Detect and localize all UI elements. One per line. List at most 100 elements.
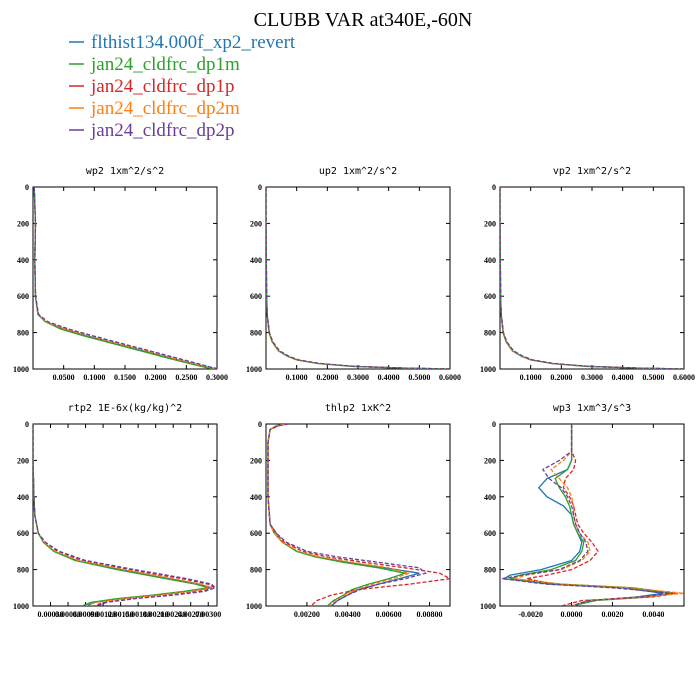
x-tick-label: 0.00090: [73, 610, 99, 619]
plot-frame: [499, 186, 685, 370]
series-line-2: [33, 187, 215, 369]
series-line-2: [33, 424, 209, 606]
y-tick-label: 1000: [246, 602, 262, 611]
panel-title: up2 1xm^2/s^2: [319, 166, 397, 177]
x-tick-label: 0.00150: [108, 610, 134, 619]
y-tick-label: 0: [492, 420, 496, 429]
x-tick-label: 0.0500: [53, 373, 75, 382]
x-tick-label: 0.00400: [335, 610, 361, 619]
y-tick-label: 200: [17, 456, 29, 465]
x-tick-label: 0.00300: [195, 610, 221, 619]
legend-label: jan24_cldfrc_dp1p: [90, 76, 235, 97]
series-line-4: [266, 187, 450, 369]
y-tick-label: 0: [258, 183, 262, 192]
series-line-5: [266, 187, 450, 369]
y-tick-label: 400: [250, 256, 262, 265]
panel-5: thlp2 1xK^2 0 200 400 600 800 1000 0.00200 0.004…: [246, 403, 451, 619]
series-line-1: [500, 187, 684, 369]
x-tick-label: 0.2500: [175, 373, 197, 382]
series-line-2: [500, 187, 684, 369]
y-tick-label: 800: [484, 329, 496, 338]
series-line-3: [526, 424, 678, 606]
y-tick-label: 400: [484, 493, 496, 502]
y-tick-label: 800: [250, 329, 262, 338]
y-tick-label: 1000: [13, 602, 29, 611]
y-tick-label: 400: [17, 256, 29, 265]
legend-label: flthist134.000f_xp2_revert: [91, 32, 296, 53]
series-line-4: [267, 424, 412, 606]
legend-item: jan24_cldfrc_dp1m: [69, 54, 240, 75]
y-tick-label: 600: [484, 529, 496, 538]
x-tick-label: 0.1000: [520, 373, 542, 382]
x-tick-label: 0.0040: [642, 610, 664, 619]
panel-1: wp2 1xm^2/s^2 0 200 400 600 800 1000 0.0500 0.10…: [13, 166, 228, 382]
y-tick-label: 600: [250, 292, 262, 301]
y-tick-label: 400: [484, 256, 496, 265]
legend-item: jan24_cldfrc_dp1p: [69, 76, 235, 97]
plot-frame: [265, 423, 451, 607]
panels: wp2 1xm^2/s^2 0 200 400 600 800 1000 0.0500 0.10…: [13, 166, 695, 619]
panel-title: vp2 1xm^2/s^2: [553, 166, 631, 177]
legend-label: jan24_cldfrc_dp2p: [90, 120, 235, 141]
y-tick-label: 1000: [480, 365, 496, 374]
x-tick-label: 0.00030: [38, 610, 64, 619]
series-line-5: [501, 424, 670, 606]
series-line-5: [500, 187, 684, 369]
x-tick-label: 0.00270: [178, 610, 204, 619]
x-tick-label: 0.6000: [673, 373, 695, 382]
x-tick-label: 0.4000: [612, 373, 634, 382]
y-tick-label: 600: [17, 529, 29, 538]
plot-frame: [32, 423, 218, 607]
x-tick-label: 0.6000: [439, 373, 461, 382]
legend-item: flthist134.000f_xp2_revert: [69, 32, 296, 53]
series-line-4: [514, 424, 684, 606]
legend: flthist134.000f_xp2_revertjan24_cldfrc_d…: [69, 32, 296, 141]
series-line-3: [33, 187, 217, 369]
x-tick-label: 0.3000: [581, 373, 603, 382]
x-tick-label: 0.1000: [83, 373, 105, 382]
x-tick-label: -0.0020: [518, 610, 543, 619]
x-tick-label: 0.3000: [347, 373, 369, 382]
series-line-4: [33, 187, 217, 369]
y-tick-label: 200: [484, 219, 496, 228]
panel-title: thlp2 1xK^2: [325, 403, 391, 414]
plot-frame: [265, 186, 451, 370]
panel-4: rtp2 1E-6x(kg/kg)^2 0 200 400 600 800 1000 0.00…: [13, 403, 221, 619]
y-tick-label: 1000: [246, 365, 262, 374]
panel-2: up2 1xm^2/s^2 0 200 400 600 800 1000 0.1000 0.20…: [246, 166, 461, 382]
series-line-1: [33, 187, 217, 369]
x-tick-label: 0.2000: [316, 373, 338, 382]
x-tick-label: 0.00120: [90, 610, 116, 619]
plot-frame: [499, 423, 685, 607]
x-tick-label: 0.4000: [378, 373, 400, 382]
x-tick-label: 0.00600: [376, 610, 402, 619]
y-tick-label: 600: [17, 292, 29, 301]
x-tick-label: 0.2000: [550, 373, 572, 382]
series-line-3: [267, 424, 450, 606]
series-line-2: [266, 187, 450, 369]
x-tick-label: 0.00200: [294, 610, 320, 619]
x-tick-label: 0.00210: [143, 610, 169, 619]
series-line-3: [500, 187, 684, 369]
x-tick-label: 0.0000: [561, 610, 583, 619]
x-tick-label: 0.0020: [601, 610, 623, 619]
legend-label: jan24_cldfrc_dp2m: [90, 98, 240, 119]
x-tick-label: 0.00240: [160, 610, 186, 619]
panel-title: rtp2 1E-6x(kg/kg)^2: [68, 403, 182, 414]
x-tick-label: 0.1500: [114, 373, 136, 382]
x-tick-label: 0.1000: [286, 373, 308, 382]
x-tick-label: 0.2000: [145, 373, 167, 382]
x-tick-label: 0.3000: [206, 373, 228, 382]
panel-title: wp2 1xm^2/s^2: [86, 166, 164, 177]
x-tick-label: 0.5000: [642, 373, 664, 382]
series-line-2: [509, 424, 674, 606]
y-tick-label: 800: [17, 329, 29, 338]
x-tick-label: 0.5000: [408, 373, 430, 382]
x-tick-label: 0.00060: [55, 610, 81, 619]
y-tick-label: 0: [25, 420, 29, 429]
y-tick-label: 0: [25, 183, 29, 192]
series-line-1: [266, 187, 450, 369]
series-line-5: [33, 187, 217, 369]
panel-title: wp3 1xm^3/s^3: [553, 403, 631, 414]
y-tick-label: 1000: [480, 602, 496, 611]
